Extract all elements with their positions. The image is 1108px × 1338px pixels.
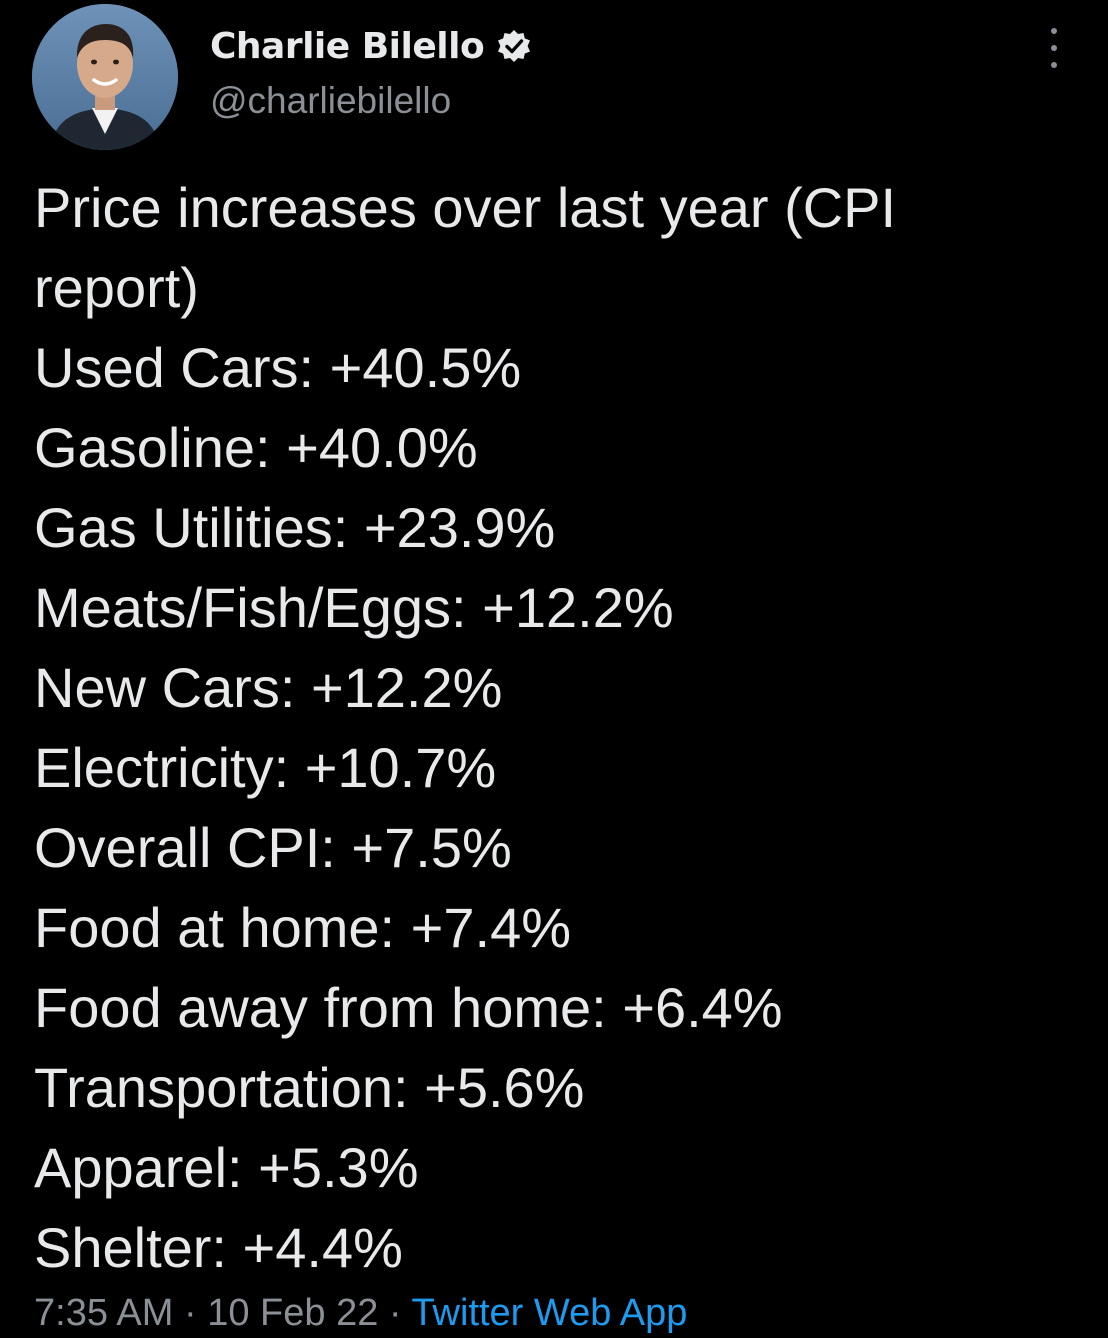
tweet-text-line: report) [34, 256, 199, 319]
tweet-metadata: 7:35 AM · 10 Feb 22 · Twitter Web App [34, 1288, 687, 1338]
tweet-text-line: Electricity: +10.7% [34, 736, 497, 799]
tweet-text-line: Gasoline: +40.0% [34, 416, 478, 479]
more-dot [1051, 62, 1057, 68]
user-handle[interactable]: @charliebilello [210, 80, 452, 121]
tweet-text-line: Overall CPI: +7.5% [34, 816, 512, 879]
more-options-icon[interactable] [1036, 28, 1072, 68]
meta-separator: · [388, 1292, 402, 1334]
tweet-text-line: Apparel: +5.3% [34, 1136, 419, 1199]
tweet-text-line: Meats/Fish/Eggs: +12.2% [34, 576, 674, 639]
tweet-text-line: Shelter: +4.4% [34, 1216, 403, 1279]
tweet-text-line: Gas Utilities: +23.9% [34, 496, 556, 559]
verified-badge-icon [496, 28, 532, 64]
tweet-time[interactable]: 7:35 AM [34, 1292, 174, 1334]
avatar[interactable] [32, 4, 178, 150]
tweet-text: Price increases over last year (CPI repo… [34, 168, 1074, 1288]
display-name-row: Charlie Bilello [210, 22, 532, 70]
tweet-text-line: Price increases over last year (CPI [34, 176, 897, 239]
more-dot [1051, 28, 1057, 34]
tweet-date[interactable]: 10 Feb 22 [207, 1292, 379, 1334]
tweet-text-line: Used Cars: +40.5% [34, 336, 522, 399]
more-dot [1051, 45, 1057, 51]
display-name[interactable]: Charlie Bilello [210, 25, 485, 67]
tweet-text-line: Transportation: +5.6% [34, 1056, 585, 1119]
author-info: Charlie Bilello @charliebilello [210, 22, 532, 122]
tweet-text-line: New Cars: +12.2% [34, 656, 503, 719]
meta-separator: · [183, 1292, 197, 1334]
tweet-text-line: Food at home: +7.4% [34, 896, 572, 959]
tweet-source-link[interactable]: Twitter Web App [411, 1292, 688, 1334]
tweet-text-line: Food away from home: +6.4% [34, 976, 783, 1039]
